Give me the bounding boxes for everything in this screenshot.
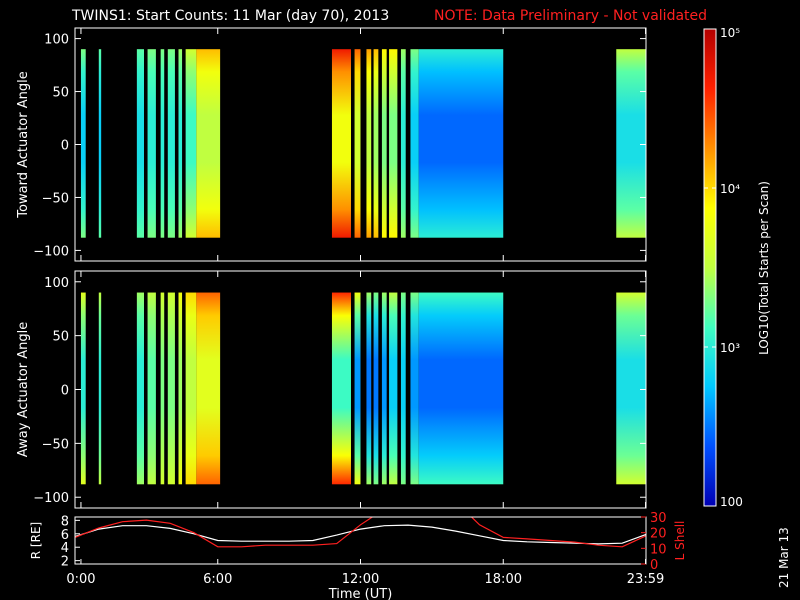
y2-tick-label: 10 bbox=[650, 542, 667, 557]
heatmap-block bbox=[366, 49, 372, 238]
colorbar-gradient bbox=[703, 28, 717, 507]
date-stamp: 21 Mar 13 bbox=[777, 527, 791, 588]
y-tick-label: 0 bbox=[61, 139, 69, 154]
heatmap-block bbox=[400, 292, 406, 485]
heatmap-block bbox=[354, 292, 361, 485]
x-axis-label: Time (UT) bbox=[328, 587, 393, 600]
heatmap-block bbox=[98, 292, 102, 485]
heatmap-block bbox=[410, 292, 419, 485]
colorbar-tick-label: 10⁵ bbox=[720, 26, 740, 40]
colorbar-tick-label: 100 bbox=[720, 495, 743, 509]
heatmap-block bbox=[196, 292, 221, 485]
x-tick-label: 6:00 bbox=[203, 572, 232, 587]
chart-title: TWINS1: Start Counts: 11 Mar (day 70), 2… bbox=[71, 8, 389, 24]
heatmap-block bbox=[98, 49, 102, 238]
heatmap-block bbox=[616, 292, 646, 485]
y-tick-label: 2 bbox=[61, 555, 69, 570]
heatmap-block bbox=[381, 49, 387, 238]
heatmap-block bbox=[331, 292, 351, 485]
heatmap-block bbox=[178, 49, 183, 238]
y-tick-label: 0 bbox=[61, 384, 69, 399]
heatmap-block bbox=[178, 292, 183, 485]
x-tick-label: 0:00 bbox=[66, 572, 95, 587]
heatmap-block bbox=[381, 292, 387, 485]
heatmap-block bbox=[354, 49, 361, 238]
y-tick-label: −100 bbox=[33, 491, 69, 506]
y2-tick-label: 0 bbox=[650, 558, 658, 573]
y-tick-label: 6 bbox=[61, 528, 69, 543]
y-tick-label: 100 bbox=[44, 33, 69, 48]
heatmap-block bbox=[160, 49, 165, 238]
heatmap-block bbox=[331, 49, 351, 238]
heatmap-block bbox=[616, 49, 646, 238]
y2-tick-label: 20 bbox=[650, 527, 667, 542]
panel-background bbox=[75, 517, 646, 564]
heatmap-block bbox=[418, 49, 504, 238]
heatmap-block bbox=[136, 292, 144, 485]
colorbar-label: LOG10(Total Starts per Scan) bbox=[757, 181, 771, 355]
y-axis-label: Away Actuator Angle bbox=[16, 322, 31, 457]
heatmap-block bbox=[185, 292, 197, 485]
y-axis-label: Toward Actuator Angle bbox=[16, 71, 31, 218]
y-tick-label: −50 bbox=[42, 437, 69, 452]
colorbar: 100 10³ 10⁴ 10⁵ LOG10(Total Starts per Scan) bbox=[703, 26, 771, 509]
heatmap-block bbox=[196, 49, 221, 238]
y-tick-label: −50 bbox=[42, 191, 69, 206]
heatmap-block bbox=[80, 49, 86, 238]
y-tick-label: 100 bbox=[44, 276, 69, 291]
y-tick-label: −100 bbox=[33, 244, 69, 259]
heatmap-block bbox=[366, 292, 372, 485]
x-tick-label: 18:00 bbox=[485, 572, 522, 587]
x-tick-label: 23:59 bbox=[627, 572, 664, 587]
data-note: NOTE: Data Preliminary - Not validated bbox=[434, 8, 707, 24]
y-tick-label: 4 bbox=[61, 541, 69, 556]
y-axis-label: R [RE] bbox=[29, 522, 43, 559]
heatmap-block bbox=[167, 292, 175, 485]
heatmap-block bbox=[400, 49, 406, 238]
away-heatmap-panel: 100 50 0 −50 −100 Away Actuator Angle bbox=[16, 270, 647, 509]
heatmap-block bbox=[185, 49, 197, 238]
heatmap-block bbox=[136, 49, 144, 238]
y-tick-label: 50 bbox=[52, 330, 69, 345]
heatmap-block bbox=[147, 292, 156, 485]
y2-tick-label: 30 bbox=[650, 511, 667, 526]
heatmap-block bbox=[167, 49, 175, 238]
x-tick-label: 12:00 bbox=[342, 572, 379, 587]
heatmap-block bbox=[373, 49, 379, 238]
heatmap-block bbox=[389, 292, 398, 485]
heatmap-block bbox=[147, 49, 156, 238]
heatmap-block bbox=[373, 292, 379, 485]
colorbar-tick-label: 10³ bbox=[720, 341, 740, 355]
lshell-line bbox=[75, 517, 646, 548]
y2-axis-label: L Shell bbox=[673, 521, 687, 561]
y-tick-label: 8 bbox=[61, 514, 69, 529]
heatmap-block bbox=[160, 292, 165, 485]
colorbar-tick-label: 10⁴ bbox=[720, 182, 740, 196]
heatmap-block bbox=[418, 292, 504, 485]
heatmap-block bbox=[389, 49, 398, 238]
radius-line bbox=[75, 524, 646, 545]
heatmap-block bbox=[410, 49, 419, 238]
toward-heatmap-panel: 100 50 0 −50 −100 Toward Actuator Angle bbox=[16, 27, 647, 262]
y-tick-label: 50 bbox=[52, 86, 69, 101]
heatmap-block bbox=[80, 292, 86, 485]
